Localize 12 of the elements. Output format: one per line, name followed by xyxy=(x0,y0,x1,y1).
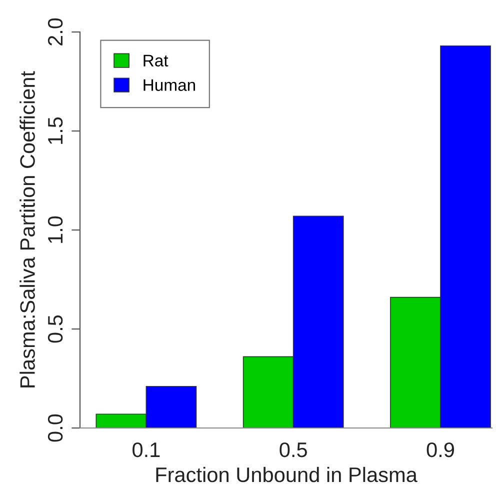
x-tick-label: 0.1 xyxy=(132,442,160,458)
y-tick-label: 1.5 xyxy=(48,117,63,144)
y-tick-label: 1.0 xyxy=(48,216,63,243)
y-tick-label: 2.0 xyxy=(48,18,63,46)
y-tick-label: 0.0 xyxy=(48,414,63,442)
y-axis-title: Plasma:Saliva Partition Coefficient xyxy=(20,71,35,388)
legend-label: Human xyxy=(144,79,196,91)
x-tick-label: 0.5 xyxy=(280,442,307,458)
x-tick-label: 0.9 xyxy=(426,442,454,458)
x-axis-title: Fraction Unbound in Plasma xyxy=(156,466,418,482)
legend-label: Rat xyxy=(144,54,168,66)
y-tick-label: 0.5 xyxy=(48,315,63,343)
